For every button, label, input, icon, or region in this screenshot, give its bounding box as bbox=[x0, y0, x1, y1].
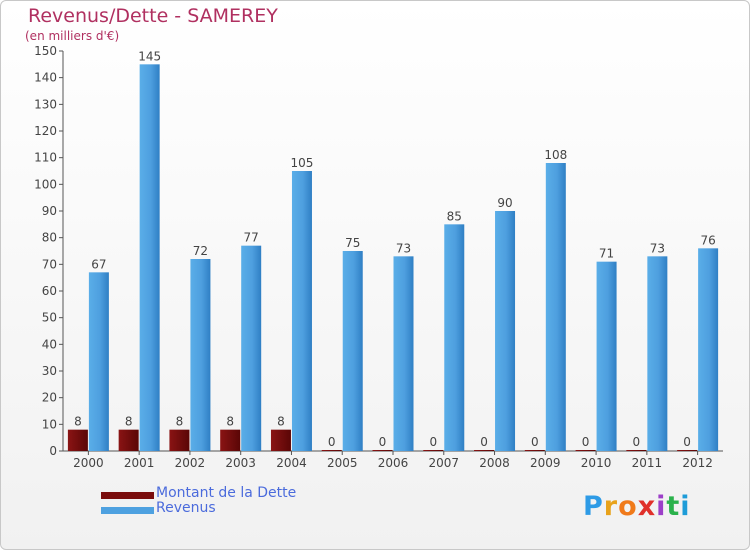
logo-letter: P bbox=[583, 491, 604, 522]
bar-revenus bbox=[241, 245, 262, 451]
bar-revenus bbox=[291, 171, 312, 451]
bar-dette bbox=[220, 429, 241, 451]
x-tick-label: 2007 bbox=[428, 456, 459, 470]
data-label-dette: 8 bbox=[74, 415, 82, 429]
bar-revenus bbox=[596, 261, 617, 451]
y-tick-label: 100 bbox=[34, 177, 57, 191]
bar-revenus bbox=[698, 248, 719, 451]
x-tick-label: 2004 bbox=[276, 456, 307, 470]
bar-dette bbox=[524, 450, 545, 451]
bar-dette bbox=[677, 450, 698, 451]
y-tick-label: 140 bbox=[34, 71, 57, 85]
data-label-revenus: 105 bbox=[291, 156, 314, 170]
y-tick-label: 30 bbox=[42, 364, 57, 378]
data-label-revenus: 67 bbox=[91, 257, 106, 271]
bar-revenus bbox=[647, 256, 668, 451]
data-label-revenus: 75 bbox=[345, 236, 360, 250]
bar-dette bbox=[321, 450, 342, 451]
bar-revenus bbox=[545, 163, 566, 451]
data-label-dette: 8 bbox=[226, 415, 234, 429]
data-label-revenus: 90 bbox=[497, 196, 512, 210]
y-tick-label: 130 bbox=[34, 97, 57, 111]
data-label-revenus: 73 bbox=[396, 241, 411, 255]
bar-dette bbox=[67, 429, 88, 451]
x-tick-label: 2006 bbox=[378, 456, 409, 470]
data-label-revenus: 73 bbox=[650, 241, 665, 255]
bar-dette bbox=[423, 450, 444, 451]
bar-revenus bbox=[444, 224, 465, 451]
bar-dette bbox=[575, 450, 596, 451]
bar-dette bbox=[169, 429, 190, 451]
bar-revenus bbox=[139, 64, 160, 452]
x-tick-label: 2003 bbox=[225, 456, 256, 470]
bar-dette bbox=[474, 450, 495, 451]
x-tick-label: 2012 bbox=[682, 456, 713, 470]
legend-label-dette: Montant de la Dette bbox=[156, 485, 297, 501]
data-label-dette: 8 bbox=[277, 415, 285, 429]
y-tick-label: 150 bbox=[34, 44, 57, 58]
x-tick-label: 2011 bbox=[632, 456, 663, 470]
chart-subtitle: (en milliers d'€) bbox=[25, 29, 120, 43]
x-tick-label: 2000 bbox=[73, 456, 104, 470]
logo-letter: t bbox=[666, 491, 681, 522]
bar-dette bbox=[270, 429, 291, 451]
y-tick-label: 50 bbox=[42, 311, 57, 325]
data-label-revenus: 76 bbox=[700, 233, 715, 247]
data-label-dette: 8 bbox=[176, 415, 184, 429]
data-label-revenus: 71 bbox=[599, 247, 614, 261]
y-tick-label: 20 bbox=[42, 391, 57, 405]
data-label-revenus: 77 bbox=[244, 231, 259, 245]
data-label-revenus: 72 bbox=[193, 244, 208, 258]
y-tick-label: 120 bbox=[34, 124, 57, 138]
logo-letter: x bbox=[637, 491, 657, 522]
bar-revenus bbox=[495, 211, 516, 451]
data-label-dette: 0 bbox=[633, 435, 641, 449]
proxiti-logo: Proxiti bbox=[583, 491, 691, 522]
x-tick-label: 2002 bbox=[175, 456, 206, 470]
bar-dette bbox=[118, 429, 139, 451]
bar-dette bbox=[626, 450, 647, 451]
y-tick-label: 0 bbox=[49, 444, 57, 458]
y-tick-label: 40 bbox=[42, 337, 57, 351]
legend-swatch-revenus bbox=[101, 507, 154, 514]
data-label-dette: 0 bbox=[683, 435, 691, 449]
bar-revenus bbox=[342, 251, 363, 451]
data-label-revenus: 85 bbox=[447, 209, 462, 223]
x-tick-label: 2005 bbox=[327, 456, 358, 470]
data-label-revenus: 145 bbox=[138, 49, 161, 63]
bar-revenus bbox=[190, 259, 211, 451]
chart-title: Revenus/Dette - SAMEREY bbox=[28, 5, 278, 27]
legend-swatch-dette bbox=[101, 492, 154, 499]
x-tick-label: 2010 bbox=[581, 456, 612, 470]
y-tick-label: 80 bbox=[42, 231, 57, 245]
bar-revenus bbox=[393, 256, 414, 451]
data-label-dette: 0 bbox=[429, 435, 437, 449]
x-tick-label: 2008 bbox=[479, 456, 510, 470]
logo-letter: r bbox=[603, 491, 619, 522]
y-tick-label: 60 bbox=[42, 284, 57, 298]
y-tick-label: 110 bbox=[34, 151, 57, 165]
logo-letter: o bbox=[618, 491, 638, 522]
data-label-dette: 8 bbox=[125, 415, 133, 429]
data-label-dette: 0 bbox=[379, 435, 387, 449]
data-label-revenus: 108 bbox=[544, 148, 567, 162]
data-label-dette: 0 bbox=[328, 435, 336, 449]
logo-letter: i bbox=[680, 491, 691, 522]
x-tick-label: 2001 bbox=[124, 456, 155, 470]
data-label-dette: 0 bbox=[582, 435, 590, 449]
logo-letter: i bbox=[656, 491, 667, 522]
y-tick-label: 10 bbox=[42, 417, 57, 431]
y-tick-label: 90 bbox=[42, 204, 57, 218]
bar-revenus bbox=[88, 272, 109, 451]
bar-dette bbox=[372, 450, 393, 451]
legend-label-revenus: Revenus bbox=[156, 500, 216, 516]
y-tick-label: 70 bbox=[42, 257, 57, 271]
x-tick-label: 2009 bbox=[530, 456, 561, 470]
data-label-dette: 0 bbox=[531, 435, 539, 449]
data-label-dette: 0 bbox=[480, 435, 488, 449]
